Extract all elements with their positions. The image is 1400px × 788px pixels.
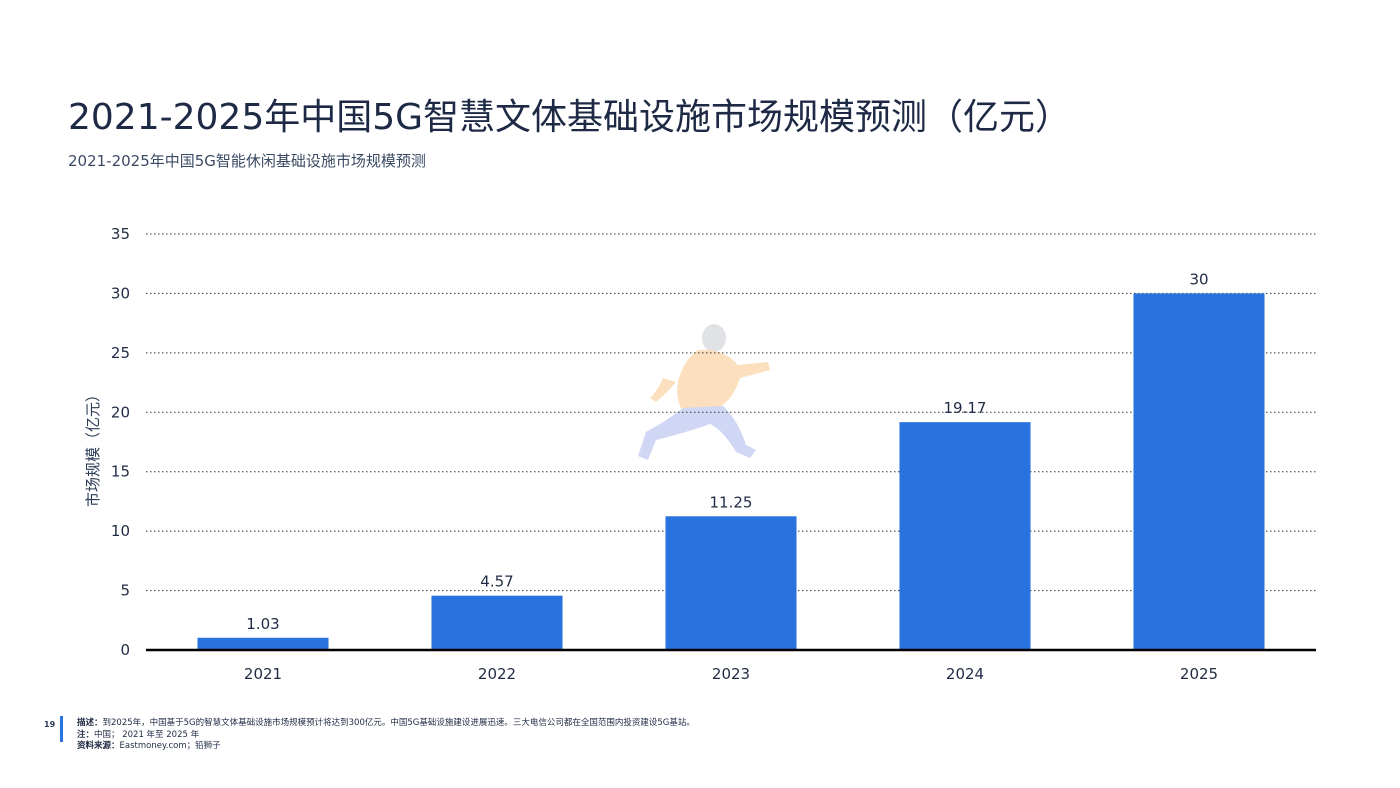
y-tick-label: 30 <box>111 284 130 302</box>
y-tick-label: 5 <box>120 582 130 600</box>
description-line: 描述：到2025年，中国基于5G的智慧文体基础设施市场规模预计将达到300亿元。… <box>77 718 695 730</box>
y-tick-label: 35 <box>111 225 130 243</box>
y-tick-label: 10 <box>111 522 130 540</box>
x-tick-label: 2023 <box>712 665 750 683</box>
bar-2025 <box>1133 293 1265 650</box>
x-tick-label: 2021 <box>244 665 282 683</box>
running-person-watermark-icon <box>638 324 770 460</box>
x-tick-label: 2025 <box>1180 665 1218 683</box>
source-line: 资料来源：Eastmoney.com；铅狮子 <box>77 741 695 753</box>
source-text: Eastmoney.com；铅狮子 <box>119 741 221 751</box>
data-labels: 1.03 4.57 11.25 19.17 30 <box>246 270 1208 632</box>
y-tick-label: 0 <box>120 641 130 659</box>
y-axis-ticks: 0 5 10 15 20 25 30 35 <box>111 225 130 659</box>
bars <box>197 293 1265 650</box>
note-line: 注：中国； 2021 年至 2025 年 <box>77 730 695 742</box>
page-title: 2021-2025年中国5G智慧文体基础设施市场规模预测（亿元） <box>68 97 1072 138</box>
y-tick-label: 15 <box>111 463 130 481</box>
x-tick-label: 2022 <box>478 665 516 683</box>
data-label: 19.17 <box>944 399 987 417</box>
y-axis-title: 市场规模（亿元） <box>84 387 102 507</box>
description-label: 描述： <box>77 718 103 728</box>
data-label: 30 <box>1189 270 1208 288</box>
footer-notes: 描述：到2025年，中国基于5G的智慧文体基础设施市场规模预计将达到300亿元。… <box>77 718 695 753</box>
description-text: 到2025年，中国基于5G的智慧文体基础设施市场规模预计将达到300亿元。中国5… <box>102 718 695 728</box>
source-label: 资料来源： <box>77 741 120 751</box>
bar-2021 <box>197 637 329 650</box>
page-subtitle: 2021-2025年中国5G智能休闲基础设施市场规模预测 <box>68 152 426 170</box>
footer: 19 描述：到2025年，中国基于5G的智慧文体基础设施市场规模预计将达到300… <box>0 714 1400 764</box>
bar-2023 <box>665 516 797 650</box>
y-tick-label: 20 <box>111 403 130 421</box>
page-number: 19 <box>44 720 56 729</box>
data-label: 4.57 <box>480 573 513 591</box>
data-label: 11.25 <box>710 493 753 511</box>
x-tick-label: 2024 <box>946 665 984 683</box>
note-text: 中国； 2021 年至 2025 年 <box>94 729 200 740</box>
bar-2022 <box>431 595 563 650</box>
note-label: 注： <box>77 729 95 740</box>
bar-2024 <box>899 422 1031 650</box>
x-axis-ticks: 2021 2022 2023 2024 2025 <box>244 665 1218 683</box>
data-label: 1.03 <box>246 615 279 633</box>
footer-accent-bar <box>60 716 63 742</box>
y-tick-label: 25 <box>111 344 130 362</box>
